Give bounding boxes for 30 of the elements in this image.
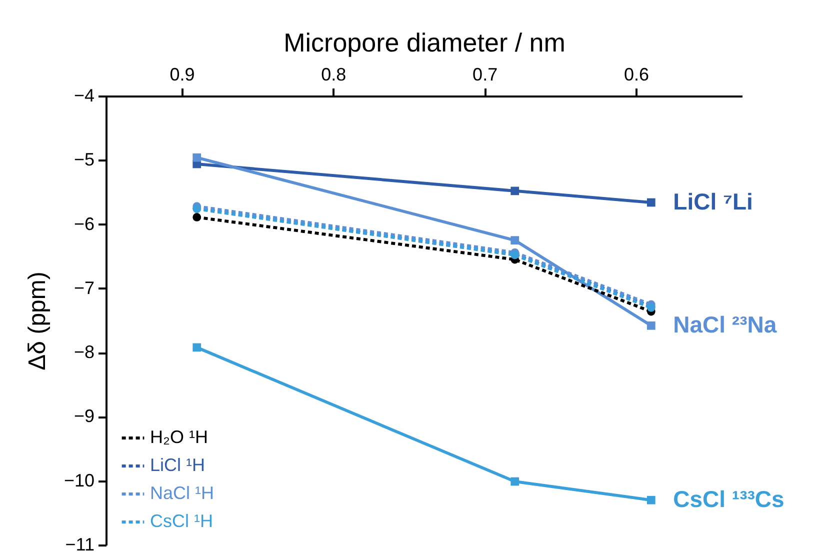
y-tick-label: −6 bbox=[74, 214, 94, 234]
point bbox=[192, 153, 202, 162]
y-tick-label: −9 bbox=[74, 406, 94, 426]
legend-label: NaCl ¹H bbox=[150, 483, 214, 503]
point bbox=[192, 213, 202, 222]
y-tick-label: −11 bbox=[65, 534, 94, 554]
y-tick-label: −4 bbox=[74, 86, 94, 106]
legend-label: CsCl ¹H bbox=[150, 511, 213, 531]
point bbox=[510, 236, 520, 245]
x-tick-label: 0.6 bbox=[624, 64, 650, 84]
point bbox=[646, 321, 656, 330]
y-tick-label: −5 bbox=[74, 150, 94, 170]
x-tick-label: 0.7 bbox=[472, 64, 498, 84]
point bbox=[646, 198, 656, 207]
y-axis-title: Δδ (ppm) bbox=[24, 272, 51, 370]
y-tick-label: −7 bbox=[74, 278, 94, 298]
x-axis-title: Micropore diameter / nm bbox=[284, 28, 566, 58]
point bbox=[510, 186, 520, 196]
x-tick-label: 0.9 bbox=[170, 64, 195, 84]
point bbox=[510, 477, 520, 486]
point bbox=[192, 343, 202, 352]
legend-label: H₂O ¹H bbox=[150, 427, 208, 447]
point bbox=[646, 496, 656, 504]
y-tick-label: −8 bbox=[74, 342, 94, 362]
series-label: NaCl ²³Na bbox=[673, 312, 777, 338]
series-label: LiCl ⁷Li bbox=[673, 188, 753, 214]
x-tick-label: 0.8 bbox=[321, 64, 346, 84]
legend-label: LiCl ¹H bbox=[150, 455, 206, 475]
y-tick-label: −10 bbox=[64, 470, 94, 490]
series-label: CsCl ¹³³Cs bbox=[673, 486, 784, 512]
